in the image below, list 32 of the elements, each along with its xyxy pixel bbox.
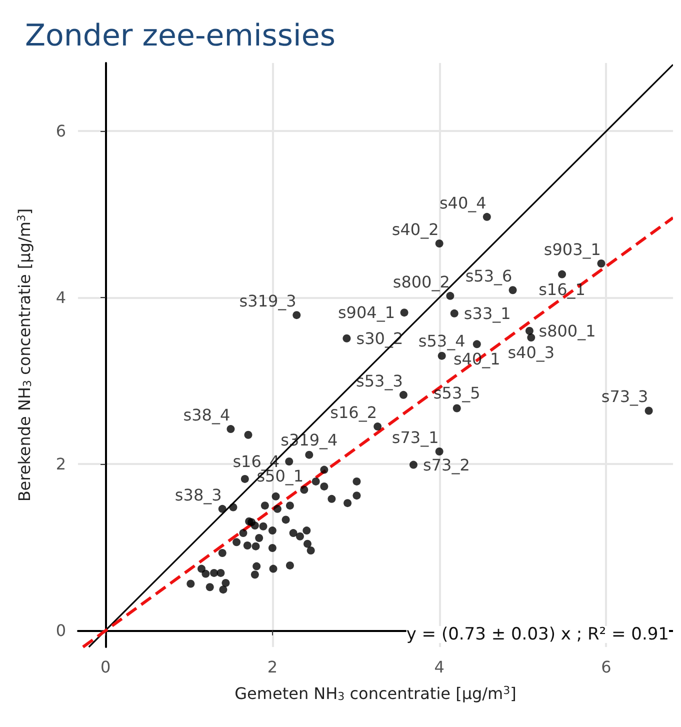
data-label: s73_1: [392, 428, 439, 447]
y-tick-label: 2: [56, 454, 66, 474]
data-label: s904_1: [338, 303, 396, 322]
data-label: s16_1: [538, 280, 586, 299]
y-axis-title: Berekende NH3 concentratie [µg/m3]: [15, 208, 34, 502]
data-label: s40_2: [392, 220, 439, 240]
annotation: y = (0.73 ± 0.03) x ; R² = 0.91: [406, 624, 669, 644]
data-label: s53_3: [356, 371, 403, 390]
data-label: s800_1: [538, 321, 596, 340]
data-label: s73_2: [423, 455, 470, 474]
data-label: s40_4: [439, 193, 486, 212]
data-label: s53_4: [418, 331, 466, 350]
data-label: s319_3: [239, 292, 296, 311]
data-label: s16_2: [330, 403, 378, 422]
data-label: s53_6: [465, 266, 512, 286]
data-label: s53_5: [433, 384, 480, 403]
data-label: s800_2: [392, 272, 450, 292]
x-tick-label: 0: [100, 658, 111, 676]
chart-title: Zonder zee-emissies: [25, 18, 336, 54]
data-label: s38_4: [183, 406, 230, 425]
data-label: s73_3: [601, 387, 648, 406]
y-tick-label: 6: [56, 122, 66, 141]
data-label: s903_1: [544, 240, 601, 259]
data-label: s40_1: [453, 350, 500, 369]
x-tick-label: 2: [267, 658, 278, 676]
x-tick-label: 6: [601, 658, 612, 676]
data-label: s40_3: [508, 343, 555, 362]
y-tick-label: 4: [56, 288, 66, 308]
data-label: s38_3: [174, 485, 222, 504]
y-tick-label: 0: [56, 620, 66, 640]
x-tick-label: 4: [434, 658, 444, 676]
data-label: s33_1: [464, 304, 511, 323]
